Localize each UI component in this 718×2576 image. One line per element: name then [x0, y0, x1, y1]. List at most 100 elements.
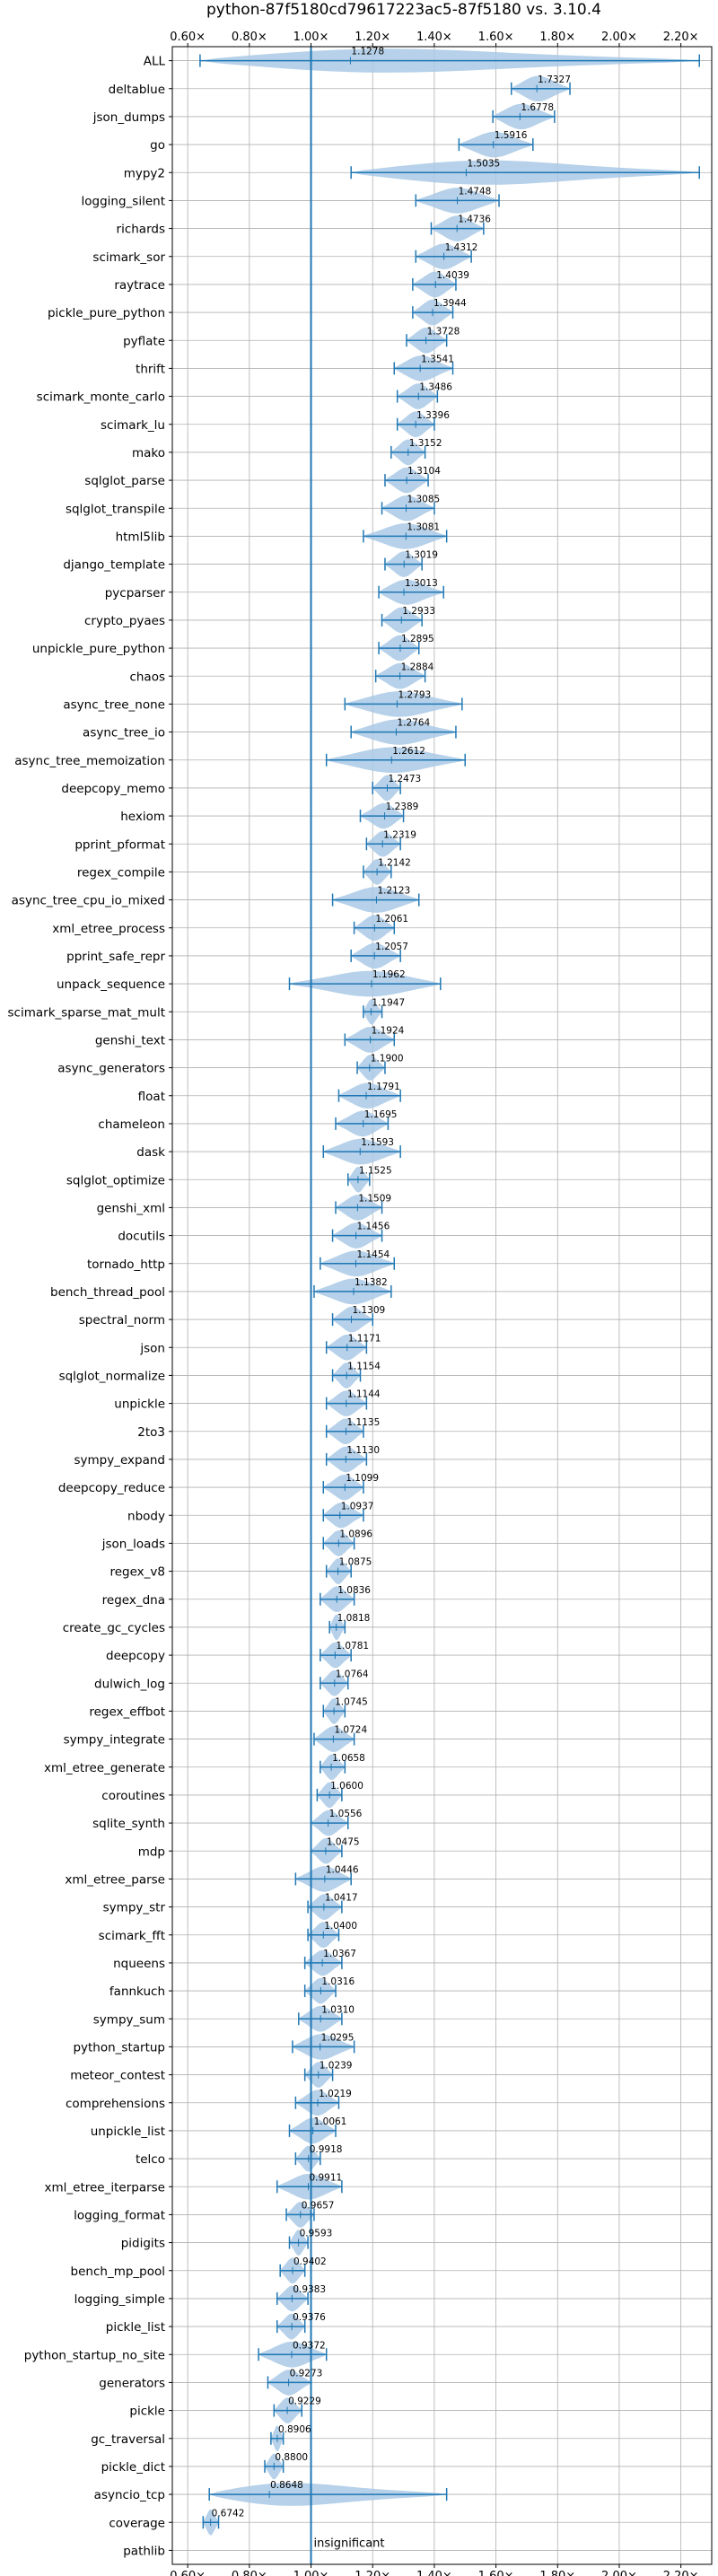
value-label: 1.0724	[334, 1725, 367, 1736]
category-label: async_generators	[57, 1062, 165, 1076]
value-label: 1.4312	[445, 242, 478, 253]
category-label: xml_etree_process	[52, 922, 165, 936]
value-label: 1.0310	[321, 2004, 355, 2015]
x-tick-label-bottom: 0.80×	[232, 2570, 267, 2576]
value-label: 1.0417	[325, 1893, 358, 1904]
category-label: mako	[132, 446, 165, 460]
category-label: sqlglot_parse	[84, 474, 165, 488]
category-label: sqlglot_normalize	[59, 1369, 165, 1383]
category-label: deepcopy	[106, 1649, 165, 1663]
category-label: regex_dna	[102, 1593, 165, 1608]
category-label: create_gc_cycles	[63, 1621, 165, 1635]
category-label: unpickle_list	[91, 2125, 165, 2139]
value-label: 1.1924	[372, 1025, 405, 1036]
value-label: 1.0475	[327, 1836, 360, 1847]
value-label: 1.0239	[320, 2061, 353, 2072]
category-label: coroutines	[101, 1789, 165, 1803]
category-label: tornado_http	[87, 1257, 165, 1272]
value-label: 1.3541	[421, 354, 454, 364]
value-label: 1.1382	[355, 1277, 388, 1288]
value-label: 1.1135	[347, 1417, 381, 1428]
x-tick-label-bottom: 1.20×	[355, 2570, 390, 2576]
category-label: sqlite_synth	[92, 1817, 165, 1831]
category-label: deepcopy_memo	[61, 782, 165, 796]
category-label: python_startup	[73, 2040, 165, 2055]
category-label: bench_mp_pool	[71, 2265, 165, 2279]
value-label: 1.3081	[407, 521, 440, 532]
value-label: 1.3396	[416, 410, 450, 421]
violins	[199, 48, 700, 2536]
category-label: generators	[99, 2376, 165, 2390]
value-label: 0.9593	[300, 2229, 333, 2239]
value-label: 1.0875	[339, 1557, 372, 1568]
value-label: 1.1171	[348, 1333, 381, 1344]
x-axis-ticks: 0.60× 0.60× 0.80× 0.80× 1.00× 1.00× 1.20× 1.20×…	[170, 31, 698, 2576]
value-label: 1.2319	[383, 829, 416, 840]
value-label: 1.2389	[386, 802, 419, 812]
category-label: sqlglot_transpile	[66, 502, 165, 516]
category-label: pickle	[129, 2405, 165, 2419]
category-label: mdp	[138, 1844, 165, 1859]
value-label: 1.3085	[407, 494, 440, 504]
category-label: xml_etree_generate	[44, 1761, 165, 1775]
value-label: 0.9383	[293, 2284, 326, 2295]
value-label: 0.9918	[310, 2144, 343, 2155]
value-label: 1.2142	[378, 857, 411, 868]
value-label: 1.2793	[398, 689, 431, 700]
value-label: 1.6778	[521, 102, 554, 113]
value-label: 1.2895	[401, 634, 434, 644]
value-label: 1.1099	[346, 1473, 379, 1484]
value-label: 1.2612	[392, 746, 425, 757]
category-label: logging_simple	[74, 2292, 165, 2307]
value-labels: 1.1278 1.7327 1.6778 1.5916 1.5035 1.4748 1.47…	[212, 47, 571, 2519]
category-label: scimark_fft	[99, 1929, 165, 1943]
category-label: raytrace	[114, 278, 165, 293]
category-label: unpickle	[114, 1398, 165, 1412]
category-label: thrift	[136, 362, 165, 376]
category-label: nbody	[127, 1509, 165, 1523]
value-label: 1.2764	[397, 718, 430, 729]
value-label: 1.0295	[321, 2032, 355, 2043]
value-label: 1.0937	[341, 1501, 374, 1511]
x-tick-label-top: 2.20×	[663, 31, 699, 44]
value-label: 1.0446	[326, 1864, 359, 1875]
value-label: 1.1454	[356, 1249, 390, 1260]
x-tick-label-top: 0.60×	[170, 31, 206, 44]
value-label: 0.9911	[309, 2172, 342, 2183]
category-label: async_tree_memoization	[14, 754, 165, 768]
x-tick-label-top: 1.40×	[416, 31, 452, 44]
value-label: 1.3486	[419, 382, 452, 393]
category-label: scimark_sor	[92, 250, 165, 265]
value-label: 1.3019	[405, 550, 438, 561]
value-label: 0.9376	[293, 2312, 326, 2323]
value-label: 1.1130	[346, 1445, 380, 1456]
value-label: 0.6742	[212, 2508, 245, 2519]
value-label: 1.1593	[361, 1137, 394, 1148]
category-label: python_startup_no_site	[24, 2348, 165, 2362]
category-label: json	[139, 1341, 165, 1355]
value-label: 1.3013	[405, 578, 438, 589]
value-label: 1.5916	[495, 130, 528, 141]
x-tick-label-top: 1.60×	[478, 31, 514, 44]
value-label: 1.2057	[375, 942, 408, 952]
value-label: 1.0600	[330, 1781, 363, 1792]
value-label: 0.9273	[290, 2368, 323, 2379]
category-label: logging_format	[74, 2208, 165, 2222]
grid	[172, 47, 712, 2564]
value-label: 1.1144	[347, 1389, 381, 1400]
category-label: pprint_pformat	[74, 837, 165, 852]
x-tick-label-top: 1.00×	[293, 31, 329, 44]
x-tick-label-top: 1.80×	[539, 31, 575, 44]
value-label: 1.1525	[359, 1165, 392, 1176]
category-label: regex_effbot	[89, 1704, 165, 1719]
x-tick-label-bottom: 2.00×	[601, 2570, 637, 2576]
category-label: dulwich_log	[94, 1677, 165, 1691]
value-label: 1.0061	[314, 2116, 347, 2127]
value-label: 1.0400	[324, 1921, 357, 1932]
value-label: 0.8800	[275, 2452, 308, 2463]
category-label: richards	[117, 223, 165, 237]
value-label: 1.2473	[388, 774, 421, 784]
value-label: 1.0556	[329, 1809, 363, 1819]
category-label: telco	[136, 2152, 165, 2167]
